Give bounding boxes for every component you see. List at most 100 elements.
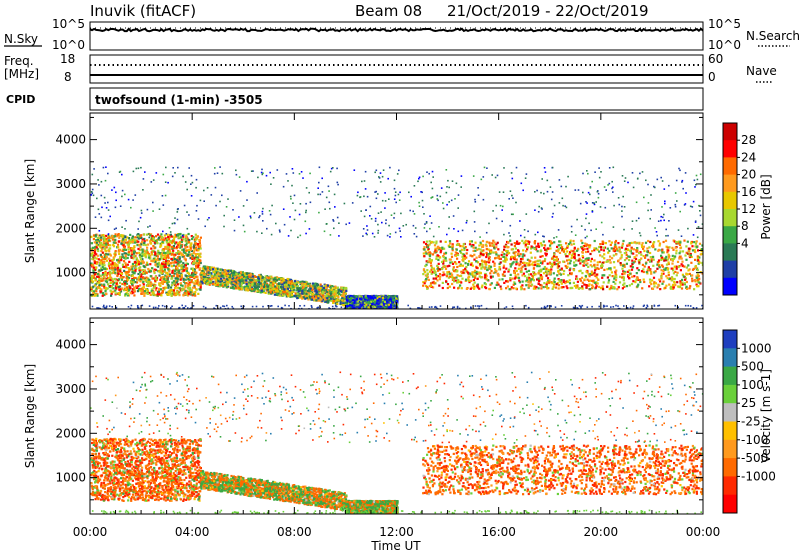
power-cell xyxy=(174,277,177,280)
power-cell xyxy=(178,294,181,297)
power-cell xyxy=(296,285,299,288)
power-cell xyxy=(97,270,100,273)
power-cell xyxy=(130,255,133,258)
power-cell xyxy=(180,253,183,257)
power-cell xyxy=(190,249,194,253)
power-cell xyxy=(336,302,339,305)
power-cell xyxy=(91,276,94,279)
power-cell xyxy=(147,278,150,281)
power-cell xyxy=(150,237,153,240)
power-cell xyxy=(170,262,173,265)
power-cell xyxy=(325,293,329,296)
power-cell xyxy=(233,280,236,283)
power-cell xyxy=(122,240,125,243)
power-cell xyxy=(90,242,93,245)
power-cell xyxy=(303,285,306,288)
power-cell xyxy=(145,263,148,266)
power-cell xyxy=(110,263,113,266)
power-cell xyxy=(201,282,204,285)
power-cell xyxy=(199,286,202,289)
power-cell xyxy=(105,259,108,262)
power-cell xyxy=(195,288,198,291)
power-cell xyxy=(229,269,232,272)
power-cell xyxy=(103,244,106,247)
power-cell xyxy=(231,273,234,276)
power-cell xyxy=(139,245,142,248)
power-cell xyxy=(104,272,107,275)
power-cell xyxy=(214,268,217,271)
power-cell xyxy=(110,272,113,275)
power-cell xyxy=(114,241,117,244)
power-cell xyxy=(112,256,115,259)
power-cell xyxy=(237,286,241,289)
power-cell xyxy=(307,292,310,295)
power-cell xyxy=(227,269,230,273)
power-cell xyxy=(266,288,269,291)
power-cell xyxy=(364,295,367,298)
power-cell xyxy=(308,295,311,298)
power-cell xyxy=(102,272,105,275)
power-cell xyxy=(121,255,124,258)
power-cell xyxy=(271,285,274,288)
power-cell xyxy=(383,294,386,297)
power-cell xyxy=(137,276,141,279)
power-cell xyxy=(109,270,112,274)
power-cell xyxy=(135,286,138,289)
power-cell xyxy=(184,251,187,254)
power-cell xyxy=(175,277,179,280)
power-cell xyxy=(168,243,171,246)
power-cell xyxy=(231,277,234,280)
power-cell xyxy=(276,293,279,296)
power-cell xyxy=(118,234,121,237)
power-cell xyxy=(317,297,320,300)
power-cell xyxy=(220,274,223,277)
power-cell xyxy=(131,253,134,256)
power-cell xyxy=(260,286,263,289)
power-cell xyxy=(235,287,238,290)
power-cell xyxy=(299,287,302,291)
power-cell xyxy=(163,256,166,259)
power-cell xyxy=(310,293,313,296)
power-cell xyxy=(325,287,328,290)
power-cell xyxy=(302,296,305,299)
power-cell xyxy=(158,287,161,290)
power-cell xyxy=(109,259,112,262)
power-cell xyxy=(127,250,130,253)
nsky-trace xyxy=(89,27,704,33)
power-cell xyxy=(178,257,181,260)
power-cell xyxy=(168,235,171,238)
power-cell xyxy=(123,269,126,272)
power-cell xyxy=(112,245,116,248)
power-cell xyxy=(162,261,165,264)
power-cell xyxy=(156,258,159,261)
power-cell xyxy=(95,272,98,275)
power-cell xyxy=(112,241,115,244)
power-cell xyxy=(192,256,195,259)
power-cell xyxy=(212,266,215,269)
power-cell xyxy=(123,260,126,263)
power-cell xyxy=(321,299,324,302)
power-cell xyxy=(125,263,128,266)
power-cell xyxy=(197,280,200,284)
power-cell xyxy=(177,274,181,277)
power-cell xyxy=(381,299,384,302)
power-cell xyxy=(92,238,95,241)
power-cell xyxy=(111,234,114,238)
power-cell xyxy=(154,260,157,263)
power-cell xyxy=(270,276,273,279)
power-cell xyxy=(330,290,333,294)
power-cell xyxy=(191,256,194,259)
power-cell xyxy=(278,278,281,281)
nsky-label: N.Sky xyxy=(4,32,38,46)
power-cell xyxy=(122,276,125,279)
power-cell xyxy=(190,279,193,282)
power-cell xyxy=(226,280,229,283)
power-cell xyxy=(151,277,154,280)
power-cell xyxy=(305,286,308,289)
power-heatmap xyxy=(90,166,703,309)
power-cell xyxy=(201,269,204,273)
power-cell xyxy=(160,272,163,275)
power-cell xyxy=(284,286,287,289)
power-cell xyxy=(275,289,278,293)
power-cell xyxy=(267,279,270,282)
